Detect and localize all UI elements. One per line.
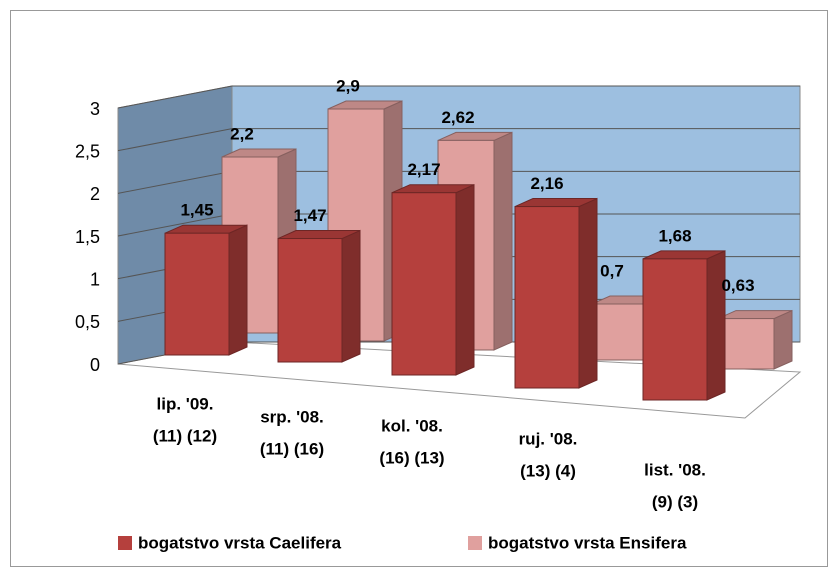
y-tick-label: 3 [90,99,100,119]
value-label: 2,9 [336,76,360,95]
y-tick-label: 2,5 [75,141,100,161]
x-tick-label: list. '08. [644,460,706,479]
x-tick-label: lip. '09. [157,394,214,413]
labels: 0 0,5 1 1,5 2 2,5 3 2,2 2,9 2,62 0,7 0,63 1,45 1,47 2,… [75,76,755,552]
y-tick-label: 1,5 [75,227,100,247]
value-label: 2,62 [441,108,474,127]
y-tick-label: 1 [90,269,100,289]
value-label: 0,63 [721,276,754,295]
bar [391,192,457,376]
y-tick-label: 0,5 [75,312,100,332]
legend-swatch [118,536,132,550]
y-tick-label: 2 [90,184,100,204]
grid-line [117,85,800,109]
x-tick-label: (11) (16) [260,439,324,458]
value-label: 2,17 [407,160,440,179]
bar [164,232,230,356]
bar [591,303,649,361]
value-label: 0,7 [600,261,624,280]
x-tick-label: kol. '08. [381,416,443,435]
bar [642,258,708,401]
y-tick-label: 0 [90,355,100,375]
grid-line [117,128,800,152]
x-tick-label: ruj. '08. [519,429,578,448]
x-tick-label: (11) (12) [153,426,217,445]
value-label: 1,47 [293,206,326,225]
legend-label: bogatstvo vrsta Caelifera [138,533,342,552]
value-label: 1,45 [180,201,213,220]
legend-label: bogatstvo vrsta Ensifera [488,533,687,552]
x-tick-label: (9) (3) [652,492,698,511]
bar-side [341,229,361,363]
bar [277,238,343,363]
bar-side [455,183,475,376]
bar [514,206,580,389]
bar-side [228,224,248,356]
legend-swatch [468,536,482,550]
bar-side [493,131,513,351]
x-tick-label: (13) (4) [520,461,576,480]
bar-side [773,309,793,370]
value-label: 2,16 [530,174,563,193]
bar [717,318,775,370]
value-label: 2,2 [230,124,254,143]
bar-side [706,250,726,401]
x-tick-label: srp. '08. [260,407,324,426]
bar-side [578,197,598,389]
value-label: 1,68 [658,226,691,245]
bars [164,100,793,401]
x-tick-label: (16) (13) [379,448,444,467]
